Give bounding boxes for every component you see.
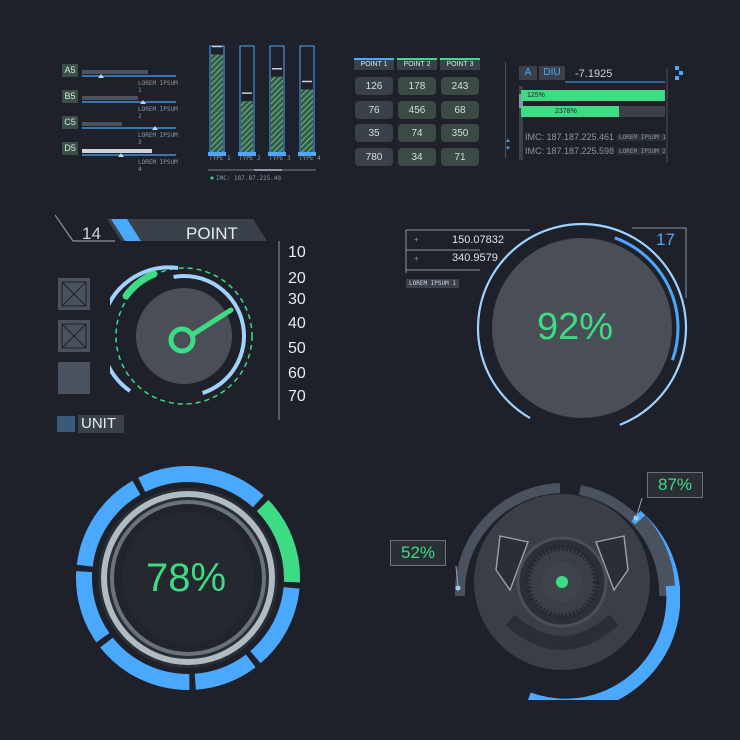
hbar-fill-b5 — [82, 96, 138, 100]
scale-tick-label: 30 — [288, 291, 306, 308]
table-cell: 780 — [355, 148, 393, 166]
checkbox-checked-2[interactable] — [58, 320, 90, 352]
ring-78-percent: 78% — [146, 556, 227, 600]
vbar-type-4: TYPE 4 — [299, 155, 321, 162]
ip-line-1: IMC: 187.187.225.461 — [525, 132, 615, 142]
ring-78-widget — [76, 466, 300, 690]
hbar-row-label-d5: D5 — [62, 142, 78, 155]
hbar-fill-c5 — [82, 122, 122, 126]
circle-92-value-2: 340.9579 — [452, 252, 498, 264]
hbar-widget: A5 B5 C5 D5 LOREM IPSUM 1 LOREM IPSUM 2 … — [62, 58, 182, 173]
hbar-row-label-c5: C5 — [62, 116, 78, 129]
vbar-type-2: TYPE 2 — [239, 155, 261, 162]
speed-gauge — [110, 265, 253, 405]
table-cell: 350 — [441, 124, 479, 142]
progress-fill-1 — [521, 90, 665, 101]
scale-tick-label: 20 — [288, 270, 306, 287]
table-header-2: POINT 2 — [397, 58, 437, 70]
table-cell: 178 — [398, 77, 436, 95]
vbar-type-1: TYPE 1 — [209, 155, 231, 162]
hbar-fill-a5 — [82, 70, 148, 74]
point-table: POINT 1 POINT 2 POINT 3 126 178 243 76 4… — [354, 58, 480, 168]
table-cell: 126 — [355, 77, 393, 95]
table-cell: 456 — [398, 101, 436, 119]
gauge-hub — [168, 326, 196, 354]
gauge-number: 14 — [82, 224, 101, 243]
readout-frame — [505, 62, 683, 162]
scale-tick-label: 10 — [288, 244, 306, 261]
vbar-type-3: TYPE 3 — [269, 155, 291, 162]
a-button[interactable]: A — [519, 66, 537, 80]
circle-92-corner-number: 17 — [656, 230, 675, 249]
table-cell: 74 — [398, 124, 436, 142]
table-cell: 76 — [355, 101, 393, 119]
knob-center-dot — [556, 576, 568, 588]
vbar-fill — [301, 89, 313, 152]
gauge-title: POINT — [186, 224, 238, 243]
scale-tick-label: 50 — [288, 340, 306, 357]
hbar-caption-2: LOREM IPSUM 2 — [138, 106, 178, 120]
vbar-base — [208, 152, 226, 156]
plus-icon: + — [414, 235, 419, 244]
circle-92-caption: LOREM IPSUM 1 — [406, 279, 459, 288]
readout-panel: A DIU -7.1925 125% 2378% ▲ ▼ IMC: 187.18… — [505, 62, 685, 172]
hbar-caption-4: LOREM IPSUM 4 — [138, 159, 178, 173]
table-cell: 68 — [441, 101, 479, 119]
knob-left-label: 52% — [390, 540, 446, 566]
table-cell: 35 — [355, 124, 393, 142]
vbar-footer: IMC: 187.87.225.40 — [216, 175, 282, 182]
hbar-row-label-b5: B5 — [62, 90, 78, 103]
diu-button[interactable]: DIU — [539, 66, 565, 80]
vbar-base — [268, 152, 286, 156]
progress-fill-2 — [521, 106, 619, 117]
scale-tick-label: 70 — [288, 388, 306, 405]
circle-92-value-1: 150.07832 — [452, 234, 504, 246]
scale-tick-label: 40 — [288, 315, 306, 332]
scroll-up-arrow[interactable]: ▲ — [505, 138, 511, 144]
table-cell: 34 — [398, 148, 436, 166]
vbar-widget — [208, 45, 316, 180]
table-cell: 71 — [441, 148, 479, 166]
unit-label: UNIT — [78, 415, 124, 433]
circle-92-percent: 92% — [537, 306, 614, 348]
scroll-down-arrow[interactable]: ▼ — [505, 146, 511, 152]
progress-label-1: 125% — [527, 92, 545, 99]
ip-tag-2: LOREM IPSUM 2 — [617, 148, 668, 155]
table-header-3: POINT 3 — [440, 58, 480, 70]
scale-tick-label: 60 — [288, 365, 306, 382]
hbar-row-label-a5: A5 — [62, 64, 78, 77]
circle-92-widget — [405, 222, 688, 434]
readout-value: -7.1925 — [575, 68, 613, 80]
vbar-fill — [211, 54, 223, 153]
vbar-base — [298, 152, 316, 156]
hbar-caption-1: LOREM IPSUM 1 — [138, 80, 178, 94]
hbar-caption-3: LOREM IPSUM 3 — [138, 132, 178, 146]
unit-swatch — [57, 416, 75, 432]
table-header-1: POINT 1 — [354, 58, 394, 70]
ip-tag-1: LOREM IPSUM 1 — [617, 134, 668, 141]
ip-line-2: IMC: 187.187.225.598 — [525, 146, 615, 156]
hbar-fill-d5 — [82, 149, 152, 153]
vbar-fill — [271, 76, 283, 152]
vbar-base — [238, 152, 256, 156]
gauge-frame — [55, 215, 280, 420]
progress-bar-1: 125% — [521, 90, 665, 101]
plus-icon: + — [414, 254, 419, 263]
table-cell: 243 — [441, 77, 479, 95]
knob-widget — [450, 483, 680, 700]
vbar-fill — [241, 101, 253, 152]
checkbox-checked-1[interactable] — [58, 278, 90, 310]
checkbox-empty[interactable] — [58, 362, 90, 394]
knob-right-label: 87% — [647, 472, 703, 498]
progress-label-2: 2378% — [555, 108, 577, 115]
hbar-lines — [82, 70, 176, 157]
progress-bar-2: 2378% — [521, 106, 665, 117]
